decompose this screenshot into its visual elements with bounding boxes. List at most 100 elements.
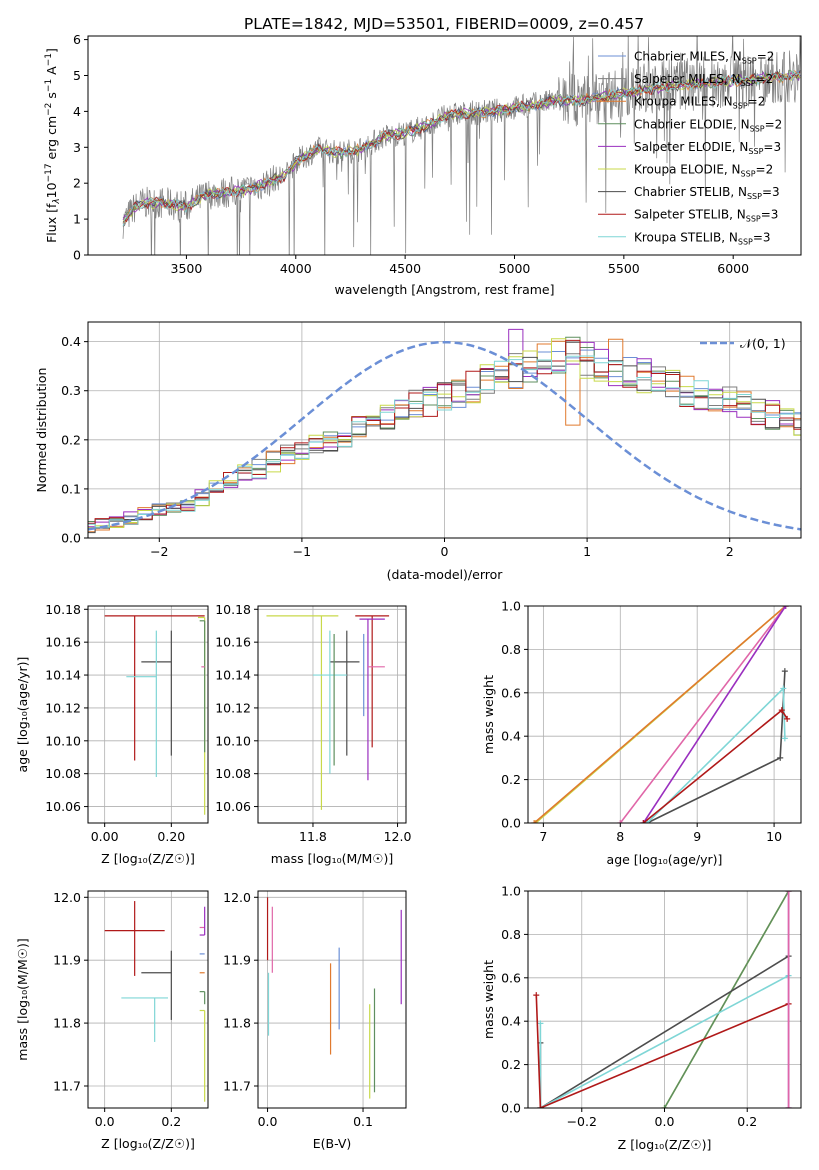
plot-area [104, 901, 206, 1102]
x-tick-label: −0.2 [567, 1114, 597, 1129]
y-tick-label: 10.12 [45, 700, 81, 715]
y-tick-label: 10.16 [215, 635, 251, 650]
weight-line-4 [535, 995, 789, 1108]
legend-name: Kroupa MILES, N [634, 95, 733, 109]
x-tick-label: 5000 [499, 261, 531, 276]
y-tick-label: 0.4 [501, 729, 521, 744]
axes-frame [87, 35, 802, 256]
weight-marker-3-1 [782, 606, 789, 609]
weight-line-1 [533, 606, 787, 823]
x-tick-label: 3500 [171, 261, 203, 276]
x-tick-label: 10 [766, 829, 782, 844]
x-tick-label: 8 [616, 829, 624, 844]
histogram-step-3 [88, 336, 801, 529]
axes-frame [87, 605, 209, 824]
weight-vs-age-panel: 7 8 9 10 0.0 0.2 0.4 0.6 0.8 1.0 age [log₁₀(age/yr… [481, 599, 802, 867]
x-tick-label: 9 [693, 829, 701, 844]
x-tick-label: 0.0 [258, 1114, 278, 1129]
plot-area [533, 891, 792, 1108]
legend-count: =3 [761, 208, 779, 222]
y-tick-label: 12.0 [223, 890, 251, 905]
legend-label-2: Kroupa MILES, NSSP=2 [634, 95, 765, 111]
y-tick-label: 10.06 [215, 799, 251, 814]
legend-count: =3 [753, 230, 771, 244]
model-line-5 [122, 71, 801, 223]
x-tick-label: 0.2 [161, 1114, 181, 1129]
legend-label-5: Kroupa ELODIE, NSSP=2 [634, 163, 773, 179]
x-tick-label: 4500 [389, 261, 421, 276]
y-tick-label: 11.8 [53, 1016, 81, 1031]
y-tick-label: 10.12 [215, 700, 251, 715]
weight-line-6 [642, 709, 788, 823]
spectrum-panel: 3500 4000 4500 5000 5500 6000 0 1 2 3 4 5 6 wavelengt… [44, 32, 802, 297]
y-tick-label: 0.8 [501, 642, 521, 657]
y-tick-label: 0.1 [61, 481, 81, 496]
y-tick-label: 0.0 [61, 531, 81, 546]
weight-vs-metallicity-panel: −0.2 0.0 0.2 0.0 0.2 0.4 0.6 0.8 1.0 Z [log₁₀(Z/Z… [481, 884, 802, 1152]
legend-count: =3 [762, 185, 780, 199]
age-vs-metallicity-panel: 0.00 0.20 10.06 10.08 10.10 10.12 10.14 10.16 10… [15, 602, 209, 866]
y-axis-label-part: −1 [44, 79, 54, 92]
y-tick-label: 0.6 [501, 685, 521, 700]
legend-sub: SSP [741, 79, 756, 88]
mass-vs-metallicity-panel: 0.0 0.2 11.7 11.8 11.9 12.0 Z [log₁₀(Z/Z☉)] mas… [15, 890, 209, 1151]
y-tick-label: 2 [73, 176, 81, 191]
y-tick-label: 11.7 [223, 1078, 251, 1093]
legend-sub: SSP [746, 215, 761, 224]
y-axis-label: mass weight [481, 675, 496, 754]
weight-marker-1-0 [661, 1105, 668, 1108]
x-tick-label: 0.1 [353, 1114, 373, 1129]
legend-name: Salpeter STELIB, N [634, 208, 746, 222]
x-axis-label: (data-model)/error [387, 567, 504, 582]
x-tick-label: 0.20 [157, 829, 185, 844]
y-tick-label: 0.2 [61, 432, 81, 447]
plot-area [104, 615, 206, 815]
y-tick-label: 1.0 [501, 884, 521, 899]
y-axis-label-part: 10 [44, 182, 59, 198]
model-line-8 [122, 69, 801, 226]
weight-marker-6-2 [784, 715, 791, 722]
x-axis-label: Z [log₁₀(Z/Z☉)] [101, 1136, 195, 1151]
y-tick-label: 0.0 [501, 816, 521, 831]
plot-area [266, 615, 390, 810]
plot-area [122, 36, 801, 255]
x-tick-label: 1 [583, 544, 591, 559]
legend-name: Salpeter MILES, N [634, 72, 741, 86]
legend-label-0: Chabrier MILES, NSSP=2 [634, 50, 774, 66]
legend-count: =2 [765, 117, 783, 131]
weight-marker-3-0 [537, 1020, 544, 1027]
legend-sub: SSP [742, 57, 757, 66]
weight-marker-4-0 [533, 992, 540, 999]
x-axis-label: mass [log₁₀(M/M☉)] [271, 851, 393, 866]
x-tick-label: −2 [150, 544, 168, 559]
y-tick-label: 4 [73, 104, 81, 119]
y-tick-label: 0.4 [501, 1014, 521, 1029]
y-tick-label: 0.6 [501, 970, 521, 985]
y-tick-label: 0.0 [501, 1101, 521, 1116]
weight-marker-6-1 [785, 891, 792, 894]
legend-name: Chabrier ELODIE, N [634, 117, 750, 131]
legend-name: Chabrier STELIB, N [634, 185, 747, 199]
y-axis-label-part: A [44, 66, 59, 79]
legend-name: Kroupa STELIB, N [634, 230, 738, 244]
x-tick-label: 0.0 [655, 1114, 675, 1129]
x-tick-label: 4000 [280, 261, 312, 276]
residual-histogram-panel: −2 −1 0 1 2 0.0 0.1 0.2 0.3 0.4 (data-model)/error… [34, 321, 802, 582]
legend-name: Chabrier MILES, N [634, 50, 742, 64]
legend-sub: SSP [741, 170, 756, 179]
y-axis-label-part: Flux [f [44, 203, 59, 243]
x-tick-label: 11.8 [299, 829, 327, 844]
y-axis-label-part: −17 [44, 163, 54, 182]
y-tick-label: 11.9 [223, 953, 251, 968]
legend-label-7: Salpeter STELIB, NSSP=3 [634, 208, 778, 224]
x-axis-label: age [log₁₀(age/yr)] [607, 852, 723, 867]
legend-label-4: Salpeter ELODIE, NSSP=3 [634, 140, 781, 156]
legend-sub: SSP [750, 124, 765, 133]
weight-marker-6-0 [785, 1105, 792, 1108]
legend-sub: SSP [748, 147, 763, 156]
mass-vs-extinction-panel: 0.0 0.1 11.7 11.8 11.9 12.0 E(B-V) [223, 890, 407, 1151]
age-vs-mass-panel: 11.8 12.0 10.06 10.08 10.10 10.12 10.14 10.16 10… [215, 602, 411, 866]
x-tick-label: −1 [293, 544, 311, 559]
legend-label-1: Salpeter MILES, NSSP=2 [634, 72, 773, 88]
